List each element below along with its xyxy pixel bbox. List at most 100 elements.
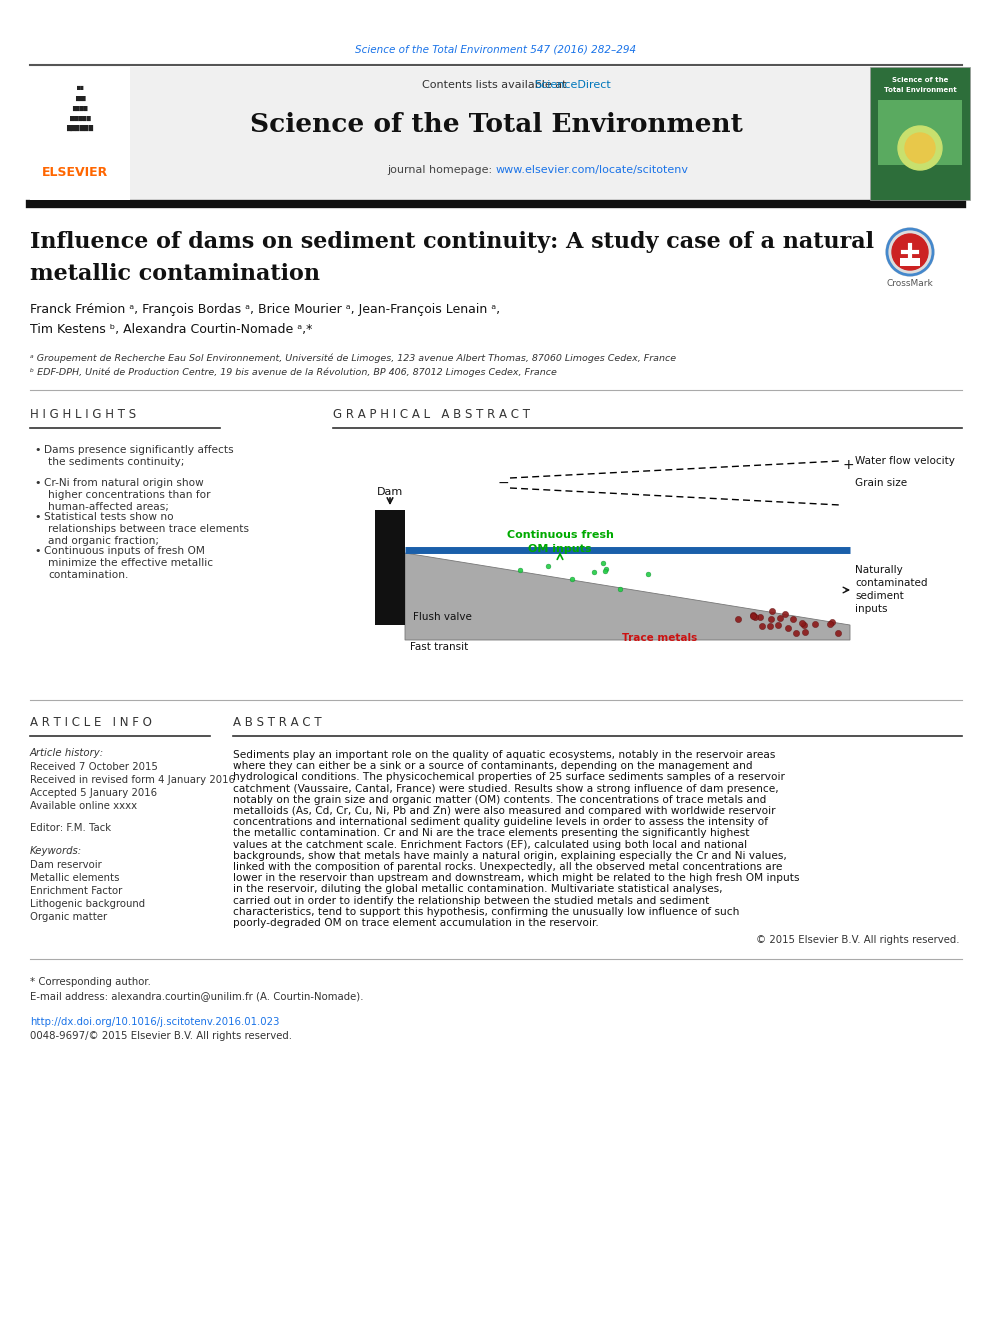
Text: carried out in order to identify the relationship between the studied metals and: carried out in order to identify the rel… (233, 896, 709, 906)
Text: ██: ██ (76, 86, 83, 90)
Text: Article history:: Article history: (30, 747, 104, 758)
Text: metalloids (As, Cd, Cr, Cu, Ni, Pb and Zn) were also measured and compared with : metalloids (As, Cd, Cr, Cu, Ni, Pb and Z… (233, 806, 776, 816)
Text: A R T I C L E   I N F O: A R T I C L E I N F O (30, 716, 152, 729)
Text: in the reservoir, diluting the global metallic contamination. Multivariate stati: in the reservoir, diluting the global me… (233, 884, 722, 894)
Text: ᵃ Groupement de Recherche Eau Sol Environnement, Université de Limoges, 123 aven: ᵃ Groupement de Recherche Eau Sol Enviro… (30, 353, 677, 363)
Text: where they can either be a sink or a source of contaminants, depending on the ma: where they can either be a sink or a sou… (233, 761, 753, 771)
Text: minimize the effective metallic: minimize the effective metallic (48, 558, 213, 568)
Text: ████: ████ (72, 106, 87, 111)
Text: and organic fraction;: and organic fraction; (48, 536, 159, 546)
Text: Editor: F.M. Tack: Editor: F.M. Tack (30, 823, 111, 833)
Text: Dams presence significantly affects: Dams presence significantly affects (44, 445, 234, 455)
Text: Organic matter: Organic matter (30, 912, 107, 922)
Text: •: • (34, 445, 41, 455)
Bar (900, 258, 920, 266)
Text: metallic contamination: metallic contamination (30, 263, 320, 284)
Text: characteristics, tend to support this hypothesis, confirming the unusually low i: characteristics, tend to support this hy… (233, 906, 739, 917)
Text: * Corresponding author.: * Corresponding author. (30, 978, 151, 987)
Text: Continuous inputs of fresh OM: Continuous inputs of fresh OM (44, 546, 205, 556)
Bar (870, 67, 970, 200)
Text: Water flow velocity: Water flow velocity (855, 456, 955, 466)
Text: Enrichment Factor: Enrichment Factor (30, 886, 122, 896)
Text: H I G H L I G H T S: H I G H L I G H T S (30, 409, 136, 422)
Text: Science of the Total Environment: Science of the Total Environment (250, 112, 742, 138)
Text: Keywords:: Keywords: (30, 845, 82, 856)
Polygon shape (405, 553, 850, 640)
Text: sediment: sediment (855, 591, 904, 601)
Text: http://dx.doi.org/10.1016/j.scitotenv.2016.01.023: http://dx.doi.org/10.1016/j.scitotenv.20… (30, 1017, 280, 1027)
Text: Flush valve: Flush valve (413, 613, 472, 622)
Circle shape (905, 134, 935, 163)
Text: G R A P H I C A L   A B S T R A C T: G R A P H I C A L A B S T R A C T (333, 409, 530, 422)
Text: Franck Frémion ᵃ, François Bordas ᵃ, Brice Mourier ᵃ, Jean-François Lenain ᵃ,: Franck Frémion ᵃ, François Bordas ᵃ, Bri… (30, 303, 500, 316)
Text: Sediments play an important role on the quality of aquatic ecosystems, notably i: Sediments play an important role on the … (233, 750, 776, 759)
Text: the metallic contamination. Cr and Ni are the trace elements presenting the sign: the metallic contamination. Cr and Ni ar… (233, 828, 750, 839)
Circle shape (886, 228, 934, 277)
Text: Science of the: Science of the (892, 77, 948, 83)
Text: ██████: ██████ (66, 124, 93, 131)
Text: hydrological conditions. The physicochemical properties of 25 surface sediments : hydrological conditions. The physicochem… (233, 773, 785, 782)
Bar (878, 101, 962, 165)
Text: Influence of dams on sediment continuity: A study case of a natural: Influence of dams on sediment continuity… (30, 232, 874, 253)
Text: Cr-Ni from natural origin show: Cr-Ni from natural origin show (44, 478, 203, 488)
Text: values at the catchment scale. Enrichment Factors (EF), calculated using both lo: values at the catchment scale. Enrichmen… (233, 840, 747, 849)
Bar (30, 67, 870, 200)
Text: Lithogenic background: Lithogenic background (30, 900, 145, 909)
Text: ELSEVIER: ELSEVIER (42, 165, 108, 179)
Text: •: • (34, 478, 41, 488)
Text: notably on the grain size and organic matter (OM) contents. The concentrations o: notably on the grain size and organic ma… (233, 795, 767, 804)
Text: CrossMark: CrossMark (887, 279, 933, 287)
Text: www.elsevier.com/locate/scitotenv: www.elsevier.com/locate/scitotenv (496, 165, 689, 175)
Text: backgrounds, show that metals have mainly a natural origin, explaining especiall: backgrounds, show that metals have mainl… (233, 851, 787, 861)
Text: higher concentrations than for: higher concentrations than for (48, 490, 210, 500)
Text: human-affected areas;: human-affected areas; (48, 501, 169, 512)
Text: ᵇ EDF-DPH, Unité de Production Centre, 19 bis avenue de la Révolution, BP 406, 8: ᵇ EDF-DPH, Unité de Production Centre, 1… (30, 368, 557, 377)
Text: contamination.: contamination. (48, 570, 128, 579)
Text: © 2015 Elsevier B.V. All rights reserved.: © 2015 Elsevier B.V. All rights reserved… (757, 935, 960, 945)
Text: ███: ███ (74, 95, 85, 101)
Text: █████: █████ (69, 115, 90, 120)
Text: contaminated: contaminated (855, 578, 928, 587)
Text: Grain size: Grain size (855, 478, 907, 488)
Text: +: + (842, 458, 854, 472)
Text: Available online xxxx: Available online xxxx (30, 800, 137, 811)
Text: Metallic elements: Metallic elements (30, 873, 119, 882)
Text: E-mail address: alexandra.courtin@unilim.fr (A. Courtin-Nomade).: E-mail address: alexandra.courtin@unilim… (30, 991, 363, 1002)
Text: Total Environment: Total Environment (884, 87, 956, 93)
Text: Trace metals: Trace metals (622, 632, 697, 643)
Text: 0048-9697/© 2015 Elsevier B.V. All rights reserved.: 0048-9697/© 2015 Elsevier B.V. All right… (30, 1031, 292, 1041)
Text: deposition: deposition (623, 609, 678, 618)
Text: Dam: Dam (377, 487, 403, 497)
Text: A B S T R A C T: A B S T R A C T (233, 716, 321, 729)
Bar (30, 67, 130, 200)
Text: journal homepage:: journal homepage: (387, 165, 496, 175)
Text: Accepted 5 January 2016: Accepted 5 January 2016 (30, 789, 157, 798)
Text: lower in the reservoir than upstream and downstream, which might be related to t: lower in the reservoir than upstream and… (233, 873, 800, 884)
Text: Sediments: Sediments (622, 595, 678, 605)
Text: −: − (497, 476, 509, 490)
Text: Tim Kestens ᵇ, Alexandra Courtin-Nomade ᵃ,*: Tim Kestens ᵇ, Alexandra Courtin-Nomade … (30, 324, 312, 336)
Text: Received 7 October 2015: Received 7 October 2015 (30, 762, 158, 773)
Text: •: • (34, 546, 41, 556)
Circle shape (898, 126, 942, 169)
Text: inputs: inputs (855, 605, 888, 614)
Text: •: • (34, 512, 41, 523)
Text: Dam reservoir: Dam reservoir (30, 860, 102, 871)
Circle shape (892, 234, 928, 270)
Bar (375, 509, 405, 624)
Text: the sediments continuity;: the sediments continuity; (48, 456, 185, 467)
Text: catchment (Vaussaire, Cantal, France) were studied. Results show a strong influe: catchment (Vaussaire, Cantal, France) we… (233, 783, 779, 794)
Text: relationships between trace elements: relationships between trace elements (48, 524, 249, 534)
Text: linked with the composition of parental rocks. Unexpectedly, all the observed me: linked with the composition of parental … (233, 863, 783, 872)
Text: ScienceDirect: ScienceDirect (534, 79, 611, 90)
Text: Naturally: Naturally (855, 565, 903, 576)
Text: Fast transit: Fast transit (410, 642, 468, 652)
Text: concentrations and international sediment quality guideline levels in order to a: concentrations and international sedimen… (233, 818, 768, 827)
Text: poorly-degraded OM on trace element accumulation in the reservoir.: poorly-degraded OM on trace element accu… (233, 918, 599, 927)
Text: Received in revised form 4 January 2016: Received in revised form 4 January 2016 (30, 775, 235, 785)
Text: Contents lists available at: Contents lists available at (422, 79, 570, 90)
Text: Continuous fresh: Continuous fresh (507, 531, 613, 540)
Text: OM inputs: OM inputs (529, 544, 592, 554)
Text: Science of the Total Environment 547 (2016) 282–294: Science of the Total Environment 547 (20… (355, 45, 637, 56)
Text: Statistical tests show no: Statistical tests show no (44, 512, 174, 523)
